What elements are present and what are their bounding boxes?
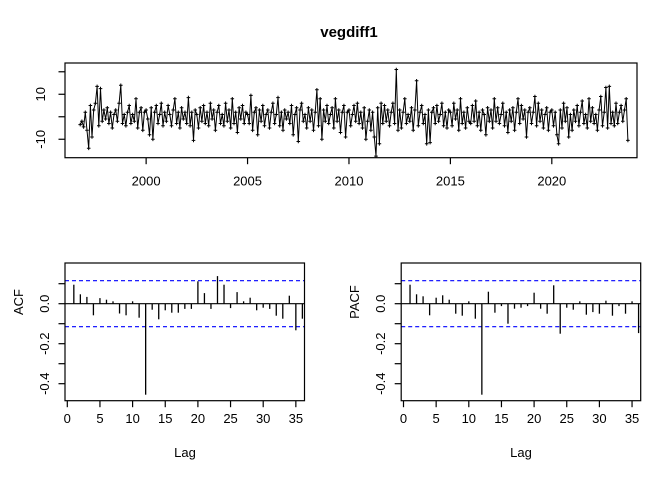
acf-x-tick-label: 25 (223, 411, 237, 426)
ts-plot-box (64, 62, 638, 159)
ts-y-tick-label: -10 (33, 130, 48, 149)
pacf-x-tick-label: 30 (592, 411, 606, 426)
acf-y-tick-label: -0.4 (37, 372, 52, 394)
acf-x-tick-label: 0 (64, 411, 71, 426)
ts-x-tick-label: 2000 (132, 174, 161, 189)
acf-y-axis-label: ACF (11, 289, 26, 315)
pacf-y-tick-label: -0.4 (373, 372, 388, 394)
pacf-plot-box (400, 262, 642, 402)
ts-x-tick-label: 2020 (537, 174, 566, 189)
acf-x-tick-label: 10 (125, 411, 139, 426)
pacf-x-tick-label: 25 (560, 411, 574, 426)
acf-x-tick-label: 15 (158, 411, 172, 426)
acf-y-tick-label: -0.2 (37, 332, 52, 354)
acf-x-tick-label: 20 (191, 411, 205, 426)
ts-x-tick-label: 2005 (233, 174, 262, 189)
pacf-x-tick-label: 20 (527, 411, 541, 426)
ts-series-markers (78, 67, 630, 158)
acf-plot-box (64, 262, 306, 402)
pacf-x-axis-label: Lag (510, 445, 532, 460)
pacf-y-tick-label: -0.2 (373, 332, 388, 354)
pacf-y-tick-label: 0.0 (373, 295, 388, 313)
pacf-x-tick-label: 10 (462, 411, 476, 426)
pacf-y-axis-label: PACF (347, 285, 362, 319)
pacf-x-tick-label: 5 (433, 411, 440, 426)
chart-title: vegdiff1 (320, 24, 378, 41)
acf-x-axis-label: Lag (174, 445, 196, 460)
acf-x-tick-label: 35 (289, 411, 303, 426)
pacf-x-tick-label: 0 (400, 411, 407, 426)
pacf-x-tick-label: 15 (494, 411, 508, 426)
ts-x-tick-label: 2015 (436, 174, 465, 189)
ts-series-line (79, 69, 629, 157)
acf-x-tick-label: 30 (256, 411, 270, 426)
acf-y-tick-label: 0.0 (37, 295, 52, 313)
ts-x-tick-label: 2010 (335, 174, 364, 189)
ts-y-tick-label: 10 (33, 87, 48, 101)
acf-x-tick-label: 5 (96, 411, 103, 426)
pacf-x-tick-label: 35 (625, 411, 639, 426)
